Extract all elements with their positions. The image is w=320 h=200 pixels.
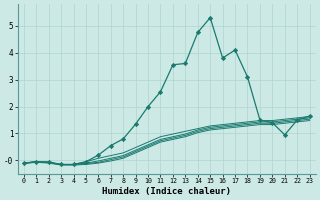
- X-axis label: Humidex (Indice chaleur): Humidex (Indice chaleur): [102, 187, 231, 196]
